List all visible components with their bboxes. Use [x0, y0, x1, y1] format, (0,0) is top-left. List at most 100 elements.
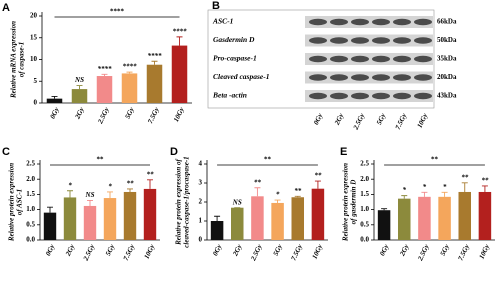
band: [351, 55, 369, 63]
y-tick-label: 0.5: [360, 220, 369, 228]
x-tick-label: 2Gy: [64, 242, 77, 258]
significance-label: **: [314, 172, 322, 180]
y-tick-label: 0.0: [360, 236, 369, 244]
band: [393, 55, 411, 63]
y-tick-label: 1.5: [26, 190, 35, 198]
significance-label: ****: [173, 27, 188, 35]
x-tick-label: 10Gy: [172, 105, 186, 123]
band: [414, 55, 432, 63]
error-bar: [294, 195, 301, 198]
error-bar: [87, 200, 93, 206]
bar: [418, 196, 431, 240]
error-bar: [101, 73, 108, 77]
size-label: 20kDa: [437, 73, 457, 81]
significance-label: *: [276, 191, 280, 199]
band-label: ASC-1: [212, 17, 233, 26]
y-axis-label: Relative protein expression of: [175, 158, 183, 245]
band: [309, 92, 327, 100]
error-bar: [314, 180, 321, 189]
band: [330, 55, 348, 63]
band: [393, 92, 411, 100]
band: [414, 18, 432, 26]
x-tick-label: 0Gy: [44, 242, 57, 257]
x-tick-label: 5Gy: [272, 242, 285, 257]
error-bar: [67, 190, 73, 198]
bar: [121, 73, 138, 103]
x-tick-label: 0Gy: [49, 105, 62, 120]
error-bar: [151, 60, 158, 65]
y-axis-label: Relative protein expression: [342, 163, 350, 242]
overall-significance: **: [431, 156, 439, 164]
x-tick-label: 2Gy: [73, 105, 86, 121]
significance-label: **: [254, 178, 262, 186]
band: [351, 74, 369, 81]
error-bar: [126, 71, 133, 74]
y-tick-label: 1: [199, 217, 203, 225]
y-axis-label: of caspase-1: [18, 42, 26, 78]
band: [372, 92, 390, 100]
band: [372, 74, 390, 81]
bar: [251, 196, 264, 240]
size-label: 43kDa: [437, 92, 457, 100]
band: [351, 92, 369, 100]
size-label: 50kDa: [437, 36, 457, 44]
panel-label: C: [2, 146, 10, 158]
y-tick-label: 0.5: [26, 220, 35, 228]
error-bar: [401, 195, 408, 199]
band: [414, 92, 432, 100]
error-bar: [51, 96, 58, 99]
y-tick-label: 2: [199, 198, 203, 206]
significance-label: *: [403, 186, 407, 194]
band: [393, 18, 411, 26]
band-label: Cleaved caspase-1: [213, 72, 269, 81]
panel-label: B: [212, 0, 220, 12]
lane-label: 10Gy: [416, 111, 430, 129]
x-tick-label: 10Gy: [478, 242, 492, 260]
band-label: Beta -actin: [212, 91, 247, 100]
error-bar: [47, 206, 53, 213]
error-bar: [254, 187, 261, 197]
size-label: 66kDa: [437, 18, 457, 26]
y-tick-label: 2.0: [360, 175, 369, 183]
error-bar: [214, 215, 221, 221]
overall-significance: ****: [110, 8, 125, 16]
y-tick-label: 0: [34, 99, 38, 107]
bar: [397, 198, 411, 240]
band: [309, 55, 327, 63]
significance-label: *: [68, 181, 72, 189]
panel-label: D: [170, 146, 178, 158]
bar: [43, 212, 57, 240]
significance-label: NS: [232, 198, 242, 206]
y-tick-label: 3: [199, 179, 203, 187]
overall-significance: **: [97, 156, 105, 164]
significance-label: **: [147, 170, 155, 178]
band: [372, 37, 390, 44]
error-bar: [107, 191, 113, 199]
x-tick-label: 7.5Gy: [457, 242, 472, 262]
y-tick-label: 15: [30, 33, 38, 41]
x-tick-label: 5Gy: [124, 105, 137, 120]
band: [309, 18, 327, 26]
x-tick-label: 2.5Gy: [416, 242, 431, 262]
significance-label: NS: [85, 191, 95, 199]
band: [351, 37, 369, 44]
bar: [377, 210, 391, 240]
bar: [271, 202, 284, 240]
bar: [143, 188, 157, 240]
bar: [438, 196, 451, 240]
x-tick-label: 7.5Gy: [122, 242, 137, 262]
y-axis-label: cleaved-caspase-1/procaspase-1: [183, 156, 191, 247]
y-tick-label: 2.5: [360, 160, 369, 168]
y-tick-label: 1.0: [26, 205, 35, 213]
band: [330, 18, 348, 26]
y-axis-label: Relative mRNA expression: [10, 21, 18, 99]
y-tick-label: 1.0: [360, 205, 369, 213]
x-tick-label: 2Gy: [398, 242, 411, 258]
y-axis-label: Relative protein expression: [8, 163, 16, 242]
bar: [146, 64, 163, 103]
y-tick-label: 0.0: [26, 236, 35, 244]
band: [309, 74, 327, 81]
error-bar: [274, 199, 281, 203]
band: [309, 37, 327, 44]
